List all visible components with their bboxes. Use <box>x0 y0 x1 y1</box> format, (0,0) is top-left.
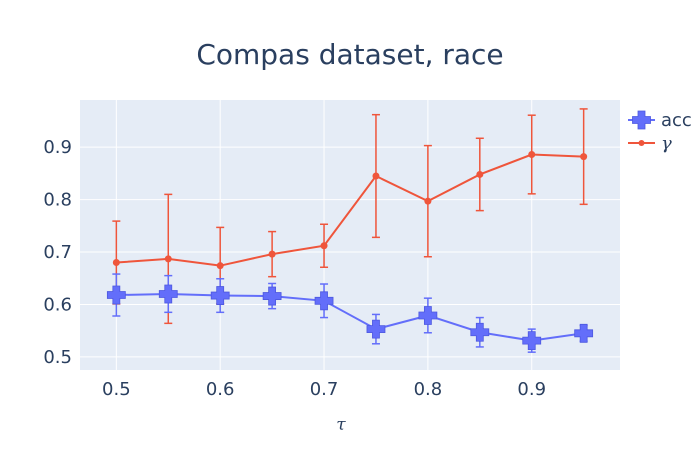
data-point <box>158 284 178 304</box>
data-point <box>262 286 282 306</box>
x-tick-label: 0.7 <box>310 379 339 400</box>
data-point <box>314 291 334 311</box>
legend-item-γ[interactable]: γ <box>628 133 672 154</box>
data-point <box>216 262 224 270</box>
series-layer <box>106 108 594 353</box>
data-point <box>210 286 230 305</box>
y-tick-label: 0.9 <box>43 137 72 158</box>
legend-label: acc <box>661 110 692 131</box>
x-tick-label: 0.6 <box>206 379 235 400</box>
chart-title: Compas dataset, race <box>196 38 503 71</box>
data-point <box>528 151 536 159</box>
legend-marker <box>638 140 645 146</box>
x-tick-label: 0.8 <box>414 379 443 400</box>
data-point <box>268 250 276 258</box>
y-tick-label: 0.8 <box>43 190 72 211</box>
data-point <box>418 306 438 325</box>
data-point <box>320 242 328 250</box>
data-point <box>106 285 126 305</box>
y-tick-label: 0.7 <box>43 242 72 263</box>
data-point <box>112 259 120 267</box>
data-point <box>574 323 594 343</box>
legend-item-acc[interactable]: acc <box>628 110 692 131</box>
data-point <box>424 197 432 205</box>
series-acc <box>106 273 594 353</box>
data-point <box>164 255 172 263</box>
legend-marker <box>632 110 651 130</box>
x-axis-label: τ <box>336 415 346 435</box>
data-point <box>580 153 588 161</box>
data-point <box>366 319 386 339</box>
data-point <box>372 172 380 180</box>
legend-label: γ <box>661 133 672 154</box>
tick-labels: 0.5 0.6 0.7 0.8 0.9 0.5 0.6 0.7 0.8 0.9 <box>43 137 546 400</box>
grid <box>80 100 620 370</box>
y-tick-label: 0.5 <box>43 347 72 368</box>
data-point <box>470 322 490 342</box>
y-tick-label: 0.6 <box>43 294 72 315</box>
plot-area <box>80 100 620 370</box>
data-point <box>476 170 484 178</box>
data-point <box>522 331 542 351</box>
x-tick-label: 0.5 <box>102 379 131 400</box>
series-line <box>116 153 584 267</box>
series-line <box>116 292 584 342</box>
x-tick-label: 0.9 <box>517 379 546 400</box>
